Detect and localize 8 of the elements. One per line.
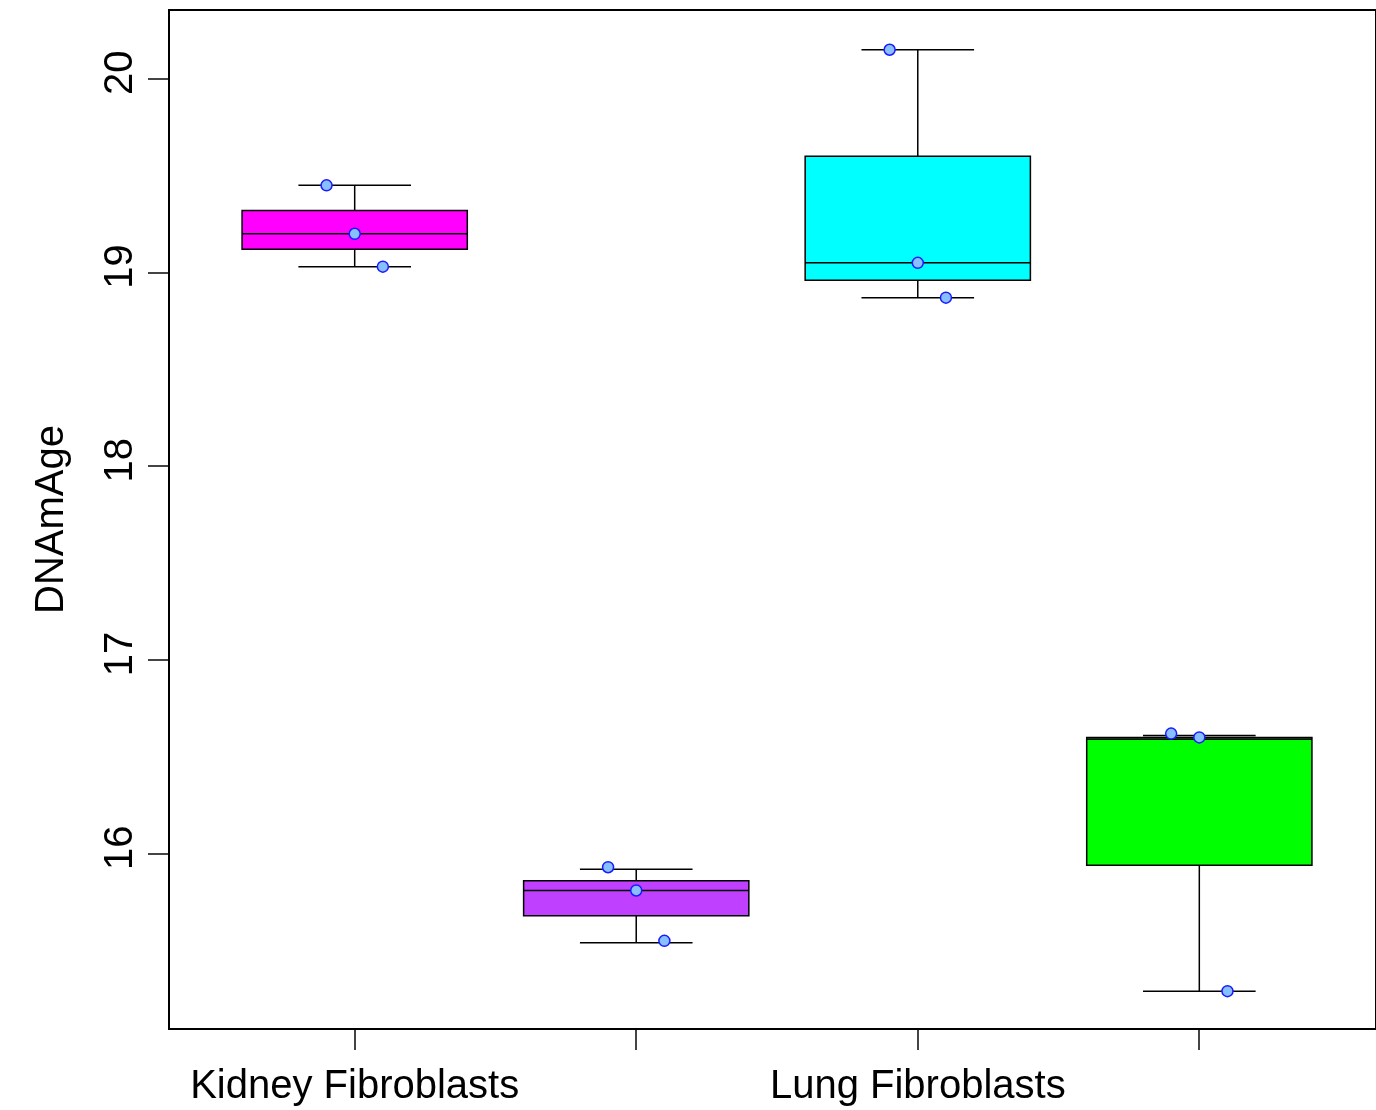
y-tick-label: 20 (96, 50, 141, 96)
y-axis-title: DNAmAge (27, 425, 72, 614)
x-tick-label: Kidney Fibroblasts (190, 1061, 520, 1106)
x-tick-label: Lung Fibroblasts (769, 1061, 1066, 1106)
y-tick-label: 16 (96, 825, 141, 870)
y-tick-label: 19 (96, 244, 141, 289)
y-tick-label: 17 (96, 631, 141, 677)
y-tick-label: 18 (96, 437, 141, 483)
